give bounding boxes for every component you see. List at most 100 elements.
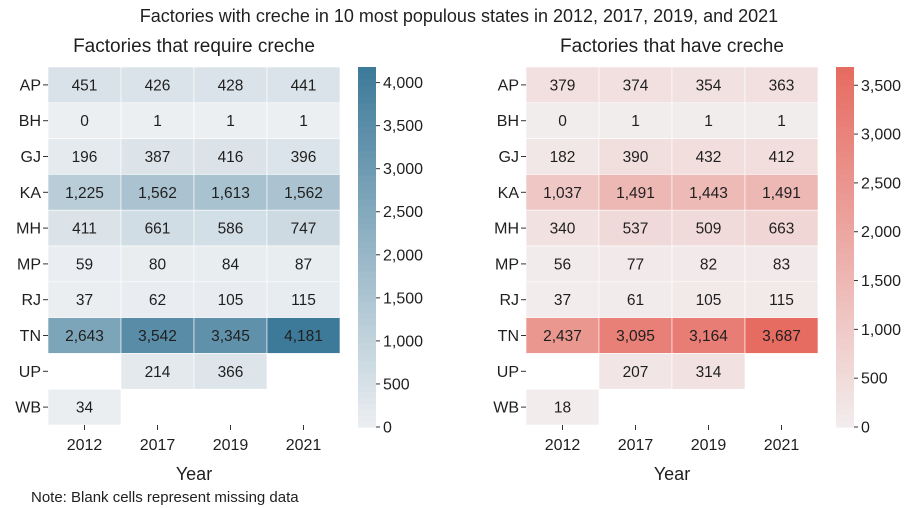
cell-value-label: 62 <box>149 292 166 309</box>
colorbar-segment <box>836 97 854 104</box>
colorbar-segment <box>358 211 376 218</box>
colorbar-segment <box>836 385 854 392</box>
colorbar-segment <box>358 385 376 392</box>
panel-title: Factories that require creche <box>73 36 315 57</box>
cell-value-label: 207 <box>623 364 649 381</box>
y-tick-label: UP <box>497 364 519 381</box>
cell-value-label: 3,542 <box>138 328 177 345</box>
cell-value-label: 84 <box>222 256 240 273</box>
colorbar-segment <box>358 379 376 386</box>
heatmap-cell <box>47 174 122 211</box>
colorbar-segment <box>836 79 854 86</box>
cell-value-label: 87 <box>295 256 312 273</box>
colorbar-segment <box>358 307 376 314</box>
heatmap-cell <box>598 209 673 247</box>
colorbar-segment <box>836 241 854 248</box>
cell-value-label: 586 <box>218 221 244 238</box>
y-tick-label: KA <box>20 185 42 202</box>
heatmap-cell <box>47 102 122 139</box>
heatmap-cell <box>266 209 341 247</box>
heatmap-cell <box>525 281 600 318</box>
colorbar-segment <box>836 103 854 110</box>
cell-value-label: 428 <box>218 77 244 94</box>
heatmap-cell <box>598 66 673 104</box>
heatmap-cell <box>193 66 268 104</box>
cell-value-label: 1,613 <box>211 185 250 202</box>
cell-value-label: 37 <box>554 292 571 309</box>
colorbar-segment <box>358 85 376 92</box>
colorbar-segment <box>358 151 376 158</box>
colorbar-segment <box>358 343 376 350</box>
colorbar-segment <box>836 205 854 212</box>
colorbar-segment <box>358 415 376 422</box>
colorbar-segment <box>836 307 854 314</box>
cell-value-label: 451 <box>72 77 98 94</box>
colorbar-segment <box>358 127 376 134</box>
colorbar-segment <box>836 409 854 416</box>
heatmap-cell <box>47 245 122 283</box>
colorbar-tick-label: 3,500 <box>383 118 423 135</box>
cell-value-label: 59 <box>76 256 93 273</box>
colorbar-segment <box>836 127 854 134</box>
x-tick-label: 2017 <box>140 437 176 454</box>
heatmap-cell <box>598 174 673 211</box>
cell-value-label: 83 <box>773 256 790 273</box>
cell-value-label: 3,164 <box>689 328 728 345</box>
colorbar-segment <box>836 109 854 116</box>
colorbar-segment <box>358 157 376 164</box>
colorbar-tick-label: 4,000 <box>383 75 423 92</box>
colorbar-segment <box>836 253 854 260</box>
cell-value-label: 1,037 <box>543 185 582 202</box>
cell-value-label: 363 <box>769 77 795 94</box>
colorbar-tick-label: 500 <box>861 371 888 388</box>
heatmap-cell <box>525 174 600 211</box>
y-tick-label: MP <box>495 256 519 273</box>
colorbar-segment <box>836 379 854 386</box>
cell-value-label: 80 <box>149 256 167 273</box>
colorbar-segment <box>358 163 376 170</box>
heatmap-cell <box>671 174 746 211</box>
colorbar-segment <box>358 133 376 140</box>
heatmap-cell <box>266 281 341 318</box>
cell-value-label: 3,687 <box>762 328 801 345</box>
cell-value-label: 105 <box>696 292 722 309</box>
y-tick-label: RJ <box>21 292 41 309</box>
colorbar-segment <box>836 397 854 404</box>
cell-value-label: 61 <box>627 292 644 309</box>
colorbar-segment <box>836 211 854 218</box>
cell-value-label: 412 <box>769 149 795 166</box>
heatmap-cell <box>266 102 341 139</box>
heatmap-cell <box>525 388 600 426</box>
cell-value-label: 661 <box>145 221 171 238</box>
x-axis-label: Year <box>654 464 690 484</box>
cell-value-label: 747 <box>291 221 317 238</box>
colorbar-segment <box>358 247 376 254</box>
colorbar-tick-label: 0 <box>383 420 392 437</box>
colorbar-segment <box>358 67 376 74</box>
cell-value-label: 663 <box>769 221 795 238</box>
colorbar-tick-label: 2,000 <box>861 224 901 241</box>
cell-value-label: 441 <box>291 77 317 94</box>
colorbar-segment <box>358 259 376 266</box>
colorbar-segment <box>836 403 854 410</box>
heatmap-cell <box>193 353 268 390</box>
colorbar-segment <box>358 319 376 326</box>
cell-value-label: 387 <box>145 149 171 166</box>
colorbar-segment <box>836 163 854 170</box>
colorbar-segment <box>358 301 376 308</box>
colorbar-segment <box>358 97 376 104</box>
colorbar-segment <box>358 283 376 290</box>
cell-value-label: 416 <box>218 149 244 166</box>
colorbar-tick-label: 3,000 <box>861 127 901 144</box>
cell-value-label: 182 <box>550 149 576 166</box>
heatmap-cell <box>193 317 268 354</box>
colorbar-segment <box>836 199 854 206</box>
colorbar-segment <box>836 121 854 128</box>
colorbar-tick-label: 3,500 <box>861 78 901 95</box>
cell-value-label: 1,443 <box>689 185 728 202</box>
colorbar-segment <box>358 241 376 248</box>
colorbar-segment <box>836 271 854 278</box>
heatmap-cell <box>47 209 122 247</box>
y-tick-label: GJ <box>21 149 41 166</box>
cell-value-label: 1 <box>226 113 235 130</box>
